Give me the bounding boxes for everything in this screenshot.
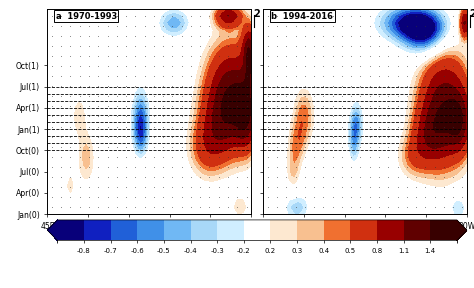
PathPatch shape [47,220,57,240]
Text: 2: 2 [469,9,474,19]
PathPatch shape [457,220,467,240]
Text: b  1994-2016: b 1994-2016 [272,12,333,21]
Text: a  1970-1993: a 1970-1993 [55,12,117,21]
Text: 2: 2 [253,9,260,19]
